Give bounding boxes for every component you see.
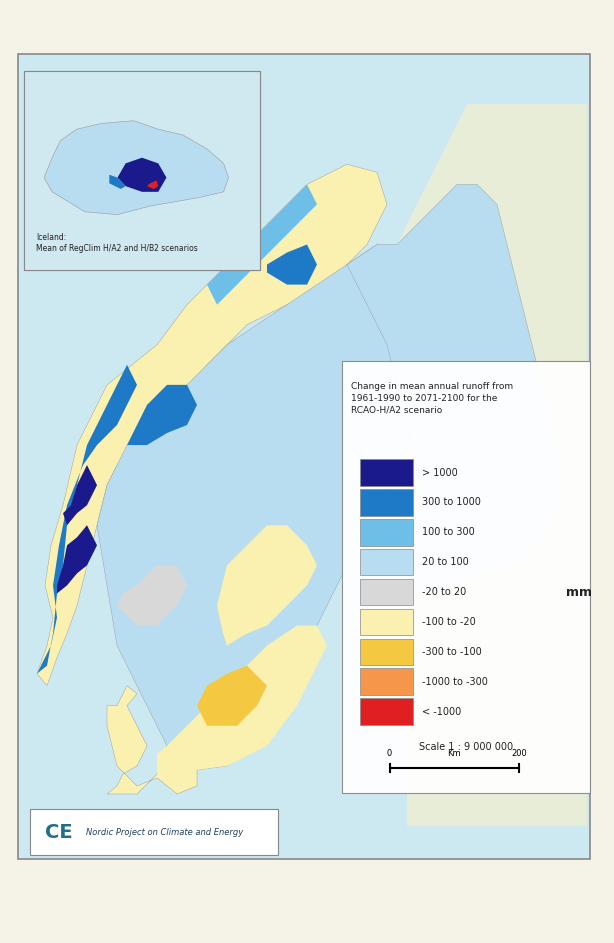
Polygon shape [267,244,317,285]
Polygon shape [18,55,590,859]
Text: -100 to -20: -100 to -20 [422,617,476,627]
Polygon shape [217,525,317,646]
Bar [360,519,413,546]
Polygon shape [37,164,387,686]
Bar [360,549,413,575]
Polygon shape [117,157,166,191]
Text: -300 to -100: -300 to -100 [422,647,482,657]
FancyBboxPatch shape [343,361,590,793]
Polygon shape [347,184,557,598]
Polygon shape [63,465,97,525]
Polygon shape [207,184,317,305]
FancyBboxPatch shape [30,809,278,855]
Polygon shape [44,121,228,215]
Polygon shape [387,104,587,826]
Text: Change in mean annual runoff from
1961-1990 to 2071-2100 for the
RCAO-H/A2 scena: Change in mean annual runoff from 1961-1… [351,382,513,415]
Text: Km: Km [448,749,461,758]
Text: 0: 0 [387,749,392,758]
Polygon shape [57,525,97,593]
Text: CE: CE [45,823,72,842]
Bar [360,698,413,725]
Text: 100 to 300: 100 to 300 [422,527,475,538]
Text: > 1000: > 1000 [422,468,457,477]
Text: < -1000: < -1000 [422,706,461,717]
Polygon shape [407,184,587,826]
Polygon shape [147,180,158,189]
Text: -20 to 20: -20 to 20 [422,587,466,597]
Text: -1000 to -300: -1000 to -300 [422,677,488,687]
Bar [360,489,413,516]
Text: Iceland:
Mean of RegClim H/A2 and H/B2 scenarios: Iceland: Mean of RegClim H/A2 and H/B2 s… [36,233,198,253]
Polygon shape [109,174,126,189]
Polygon shape [197,666,267,726]
Bar [360,638,413,665]
FancyBboxPatch shape [24,71,260,270]
Polygon shape [117,566,187,625]
Text: 20 to 100: 20 to 100 [422,557,468,567]
Polygon shape [127,385,197,445]
Bar [360,459,413,486]
Polygon shape [157,625,327,774]
Bar [360,579,413,605]
Polygon shape [107,686,197,794]
Text: Scale 1 : 9 000 000: Scale 1 : 9 000 000 [419,742,513,753]
Polygon shape [37,365,137,673]
Text: mm: mm [566,586,593,599]
Polygon shape [18,55,590,859]
Polygon shape [97,244,437,774]
Text: 200: 200 [511,749,527,758]
Text: 300 to 1000: 300 to 1000 [422,497,481,507]
Text: Nordic Project on Climate and Energy: Nordic Project on Climate and Energy [86,828,243,836]
Bar [24,71,260,270]
Bar [360,669,413,695]
Bar [360,608,413,636]
